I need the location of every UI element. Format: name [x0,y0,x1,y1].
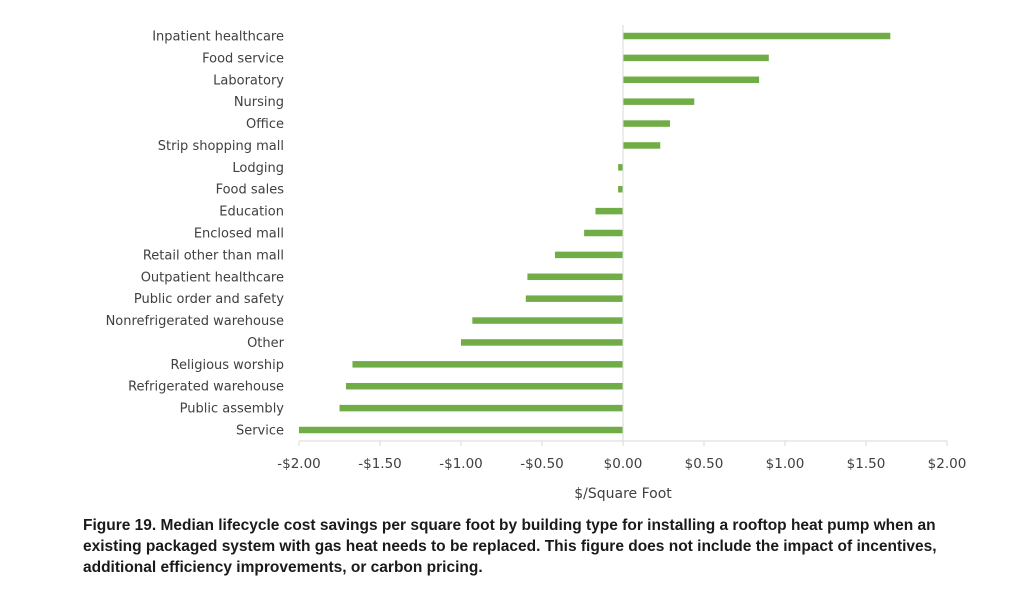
category-label: Refrigerated warehouse [128,380,284,395]
category-label: Outpatient healthcare [141,270,284,285]
x-tick-label: $0.50 [685,456,724,472]
x-axis-title: $/Square Foot [574,486,672,502]
category-label: Other [247,336,285,351]
bar [339,404,623,412]
category-label: Office [246,117,284,132]
category-label: Public order and safety [134,292,284,307]
category-label: Public assembly [180,402,285,417]
category-label: Enclosed mall [194,227,284,242]
category-label: Food sales [216,183,285,198]
x-tick-label: $0.00 [604,456,643,472]
category-label: Lodging [232,161,284,176]
x-tick-label: -$0.50 [520,456,564,472]
category-labels: Inpatient healthcare Food service Laborato… [106,30,285,439]
category-label: Inpatient healthcare [152,30,284,45]
bar [595,207,623,215]
category-label: Retail other than mall [143,248,284,263]
bar [618,164,623,171]
bar [525,295,623,302]
x-tick-label: -$2.00 [277,456,321,472]
bar [623,76,760,84]
category-label: Service [236,424,284,439]
bar [527,273,623,281]
bar [584,229,623,237]
category-label: Religious worship [171,358,284,373]
bar [623,120,670,127]
bar [554,251,623,259]
category-label: Nursing [234,95,284,110]
bar [623,98,695,105]
category-label: Laboratory [213,73,284,88]
x-tick-label: $2.00 [928,456,967,472]
category-label: Education [219,205,284,220]
x-tick-label: -$1.50 [358,456,402,472]
bar-chart: Inpatient healthcare Food service Laborato… [106,25,966,502]
bar [461,339,623,346]
bar [345,382,623,390]
bar [623,54,769,62]
bars-group [299,32,891,434]
category-label: Nonrefrigerated warehouse [106,314,284,329]
x-tick-label: -$1.00 [439,456,483,472]
bar [623,32,891,40]
bar [623,142,661,149]
bar [472,317,623,324]
figure-caption: Figure 19. Median lifecycle cost savings… [83,517,937,576]
category-label: Strip shopping mall [158,139,284,154]
x-tick-labels: -$2.00 -$1.50 -$1.00 -$0.50 $0.00 $0.50 $1.00 $… [277,441,966,472]
bar [618,185,623,193]
x-tick-label: $1.50 [847,456,886,472]
bar [352,361,623,368]
x-tick-label: $1.00 [766,456,805,472]
category-label: Food service [202,51,284,66]
bar [299,426,623,434]
